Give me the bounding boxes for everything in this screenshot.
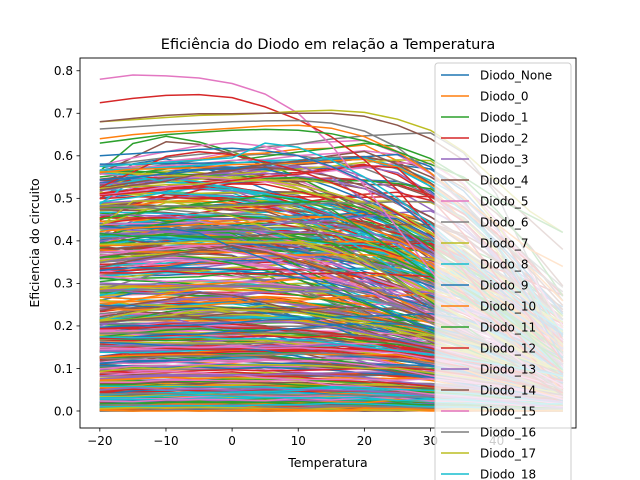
legend-label: Diodo_6: [480, 216, 529, 230]
legend-label: Diodo_11: [480, 321, 536, 335]
legend-box: [434, 62, 572, 480]
x-axis-label: Temperatura: [287, 455, 367, 470]
legend-label: Diodo_8: [480, 258, 529, 272]
x-tick-label: 20: [357, 434, 372, 448]
y-tick-label: 0.2: [54, 319, 73, 333]
y-tick-label: 0.6: [54, 149, 73, 163]
x-tick-label: −10: [153, 434, 178, 448]
y-axis-label: Eficiencia do circuito: [27, 178, 42, 307]
legend-label: Diodo_0: [480, 90, 529, 104]
y-tick-label: 0.1: [54, 362, 73, 376]
legend-label: Diodo_None: [480, 69, 552, 83]
legend-label: Diodo_9: [480, 279, 529, 293]
legend-label: Diodo_17: [480, 447, 536, 461]
y-tick-label: 0.3: [54, 277, 73, 291]
legend-label: Diodo_18: [480, 468, 536, 480]
legend-label: Diodo_14: [480, 384, 536, 398]
legend-label: Diodo_15: [480, 405, 536, 419]
legend-label: Diodo_1: [480, 111, 529, 125]
legend-label: Diodo_7: [480, 237, 529, 251]
y-tick-label: 0.5: [54, 192, 73, 206]
legend-label: Diodo_2: [480, 132, 529, 146]
y-tick-label: 0.8: [54, 64, 73, 78]
y-tick-label: 0.0: [54, 404, 73, 418]
legend-label: Diodo_13: [480, 363, 536, 377]
y-tick-label: 0.7: [54, 107, 73, 121]
legend-label: Diodo_10: [480, 300, 536, 314]
chart-title: Eficiência do Diodo em relação a Tempera…: [161, 37, 495, 53]
legend-label: Diodo_12: [480, 342, 536, 356]
legend-label: Diodo_4: [480, 174, 529, 188]
legend: Diodo_None Diodo_0 Diodo_1 Diodo_2 Diodo_3 Di…: [434, 62, 572, 480]
x-tick-label: 0: [228, 434, 236, 448]
legend-label: Diodo_3: [480, 153, 529, 167]
legend-label: Diodo_16: [480, 426, 536, 440]
x-tick-label: 10: [291, 434, 306, 448]
x-tick-label: −20: [87, 434, 112, 448]
legend-label: Diodo_5: [480, 195, 529, 209]
y-tick-label: 0.4: [54, 234, 73, 248]
y-axis-ticks: 0.0 0.1 0.2 0.3 0.4 0.5 0.6 0.7 0.8: [54, 64, 80, 418]
legend-items: Diodo_None Diodo_0 Diodo_1 Diodo_2 Diodo_3 Di…: [441, 69, 552, 480]
axes-frame: [79, 57, 577, 429]
x-tick-label: 30: [423, 434, 438, 448]
